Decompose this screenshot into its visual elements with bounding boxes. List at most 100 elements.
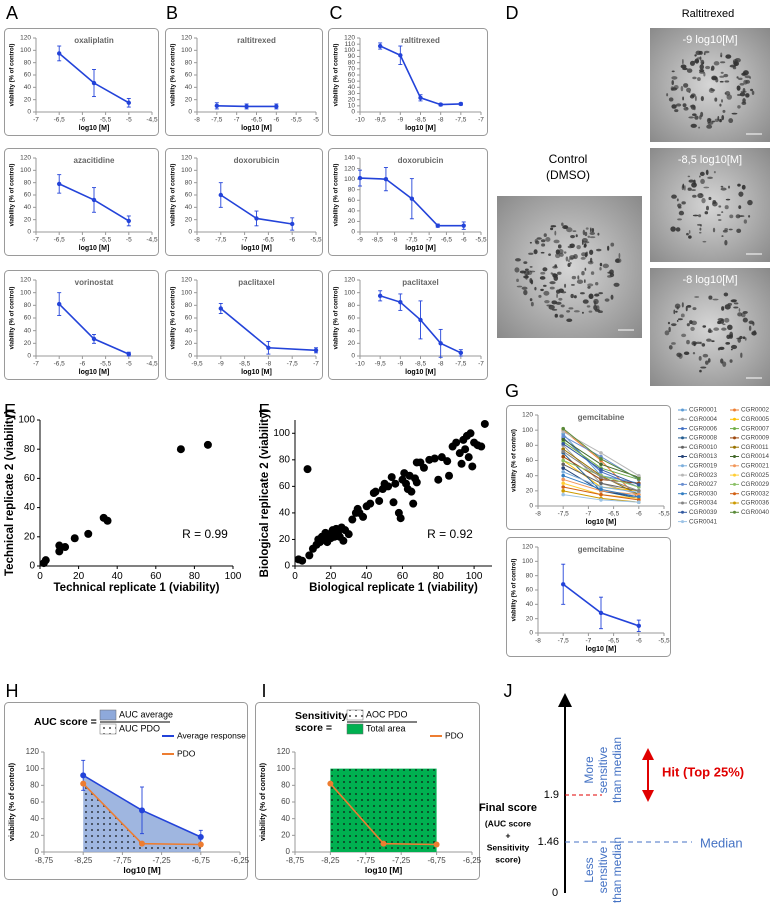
y-tick-label: 0: [27, 109, 31, 116]
organoid: [558, 249, 564, 254]
organoid: [742, 336, 746, 340]
point: [391, 479, 400, 488]
organoid: [691, 182, 697, 188]
median-value: 1.46: [538, 836, 559, 848]
marker: [637, 473, 641, 478]
score-numerator: AUC average: [119, 709, 173, 719]
organoid: [725, 198, 731, 201]
chart-title: doxorubicin: [398, 156, 444, 165]
y-axis-label: viability (% of control): [171, 287, 177, 350]
y-tick-label: 40: [526, 472, 534, 479]
x-tick-label: -9: [357, 237, 363, 244]
x-tick-label: -9: [397, 361, 403, 368]
y-tick-label: 60: [348, 197, 356, 204]
x-tick-label: -5,5: [100, 237, 112, 244]
organoid: [720, 54, 723, 58]
x-tick-label: -5,5: [658, 638, 670, 645]
score-label: Sensitivity: [295, 710, 348, 722]
score-denominator: Total area: [366, 723, 406, 733]
x-tick-label: -7: [33, 117, 39, 124]
x-tick-label: -9: [218, 361, 224, 368]
organoid: [613, 282, 620, 287]
organoid: [529, 298, 533, 302]
point: [396, 514, 405, 523]
x-tick-label: -7: [478, 361, 484, 368]
point: [84, 529, 93, 538]
x-tick-label: -6,25: [231, 856, 250, 865]
organoid: [700, 59, 705, 65]
organoid: [516, 278, 519, 283]
legend-marker: [681, 510, 684, 514]
point: [477, 442, 486, 451]
organoid: [585, 227, 589, 230]
organoid: [706, 124, 713, 129]
y-tick-label: 30: [348, 90, 356, 97]
panel-frame: [165, 148, 323, 256]
organoid: [561, 222, 564, 226]
organoid: [607, 275, 612, 278]
y-tick-label: 60: [279, 481, 291, 492]
organoid: [708, 328, 712, 333]
point: [445, 471, 454, 480]
y-tick-label: 60: [526, 457, 534, 464]
organoid: [747, 199, 753, 206]
organoid: [713, 327, 720, 331]
organoid: [549, 281, 556, 285]
marker: [398, 299, 403, 305]
marker: [561, 477, 565, 482]
image-label: (DMSO): [546, 168, 590, 182]
organoid: [558, 288, 564, 293]
score-swatch: [99, 709, 117, 721]
image-label: -8 log10[M]: [682, 274, 737, 286]
organoid: [697, 77, 701, 82]
organoid: [539, 276, 546, 280]
organoid: [551, 272, 557, 276]
organoid: [722, 323, 726, 326]
organoid: [538, 294, 542, 298]
x-axis-label: log10 [M]: [405, 369, 436, 376]
x-tick-label: -8: [438, 117, 444, 124]
y-tick-label: 0: [351, 353, 355, 360]
organoid: [702, 240, 707, 243]
organoid: [540, 251, 545, 254]
marker: [418, 317, 423, 323]
y-tick-label: 80: [24, 444, 36, 455]
x-tick-label: -5: [126, 361, 132, 368]
x-tick-label: -8,5: [415, 361, 427, 368]
organoid: [596, 248, 602, 252]
organoid: [573, 295, 577, 299]
y-tick-label: 60: [185, 315, 193, 322]
panel-frame: [165, 28, 323, 136]
point: [61, 543, 70, 552]
organoid: [712, 201, 718, 207]
legend-marker: [733, 427, 736, 431]
score-denominator: AUC PDO: [119, 723, 160, 733]
organoid: [742, 317, 748, 323]
organoid: [702, 353, 709, 358]
marker: [561, 426, 565, 431]
organoid: [599, 262, 603, 267]
marker: [57, 181, 62, 187]
organoid: [729, 359, 733, 363]
organoid: [698, 355, 702, 361]
point: [466, 429, 475, 438]
organoid: [550, 227, 554, 231]
organoid: [714, 118, 719, 123]
organoid: [744, 75, 751, 79]
organoid: [534, 286, 537, 291]
y-tick-label: 20: [185, 96, 193, 103]
organoid: [728, 334, 733, 339]
organoid: [674, 109, 679, 113]
x-tick-label: -6: [461, 237, 467, 244]
x-tick-label: -8: [194, 237, 200, 244]
x-tick-label: -6: [80, 237, 86, 244]
organoid: [666, 93, 669, 97]
organoid: [751, 90, 755, 95]
organoid: [514, 267, 520, 273]
chart-title: raltitrexed: [237, 36, 276, 45]
x-tick-label: -8,25: [74, 856, 93, 865]
y-tick-label: 0: [29, 561, 35, 572]
organoid: [695, 50, 702, 55]
area-dots: [83, 783, 201, 852]
organoid: [692, 76, 697, 80]
